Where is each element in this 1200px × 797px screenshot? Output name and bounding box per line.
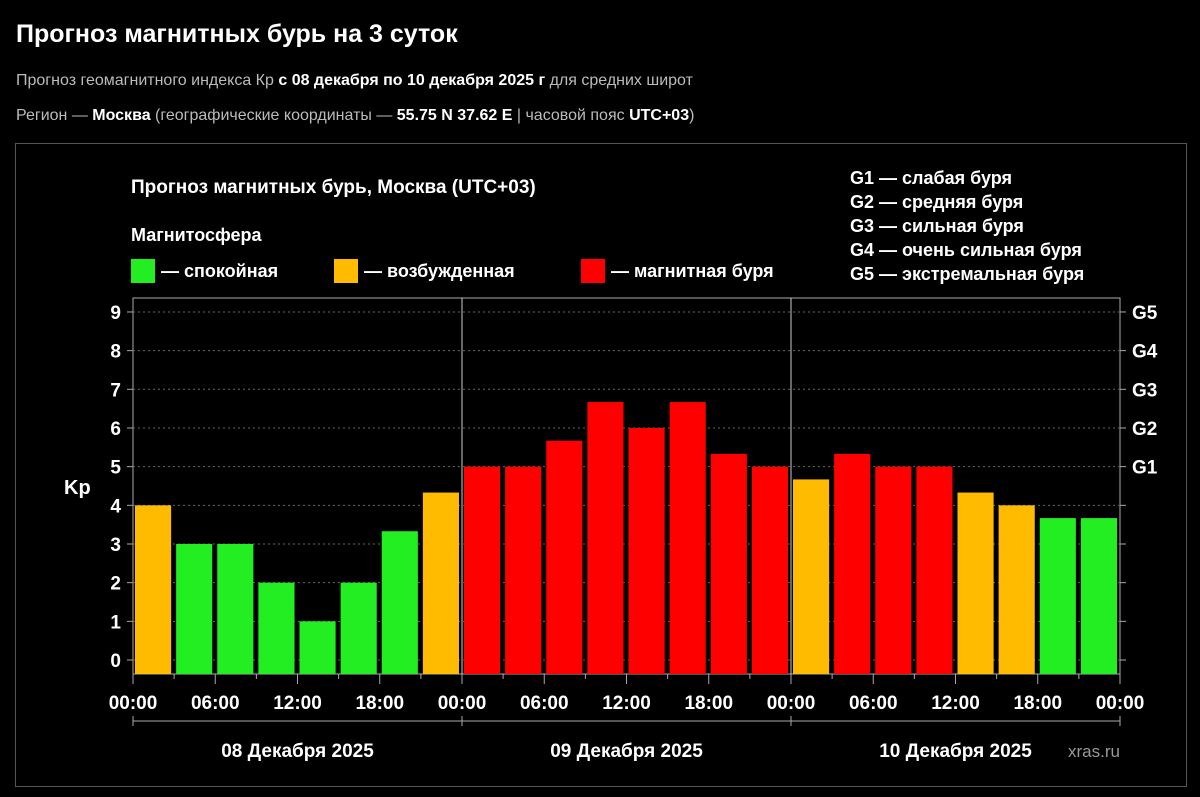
y-axis-label: Kp xyxy=(64,477,91,499)
y-tick-label: 1 xyxy=(110,612,121,633)
storm-scale-item: G2 — средняя буря xyxy=(850,192,1023,212)
kp-bar xyxy=(916,466,953,674)
kp-bar xyxy=(793,479,830,674)
x-tick-label: 06:00 xyxy=(520,693,569,714)
kp-bar xyxy=(1080,518,1117,674)
kp-bar xyxy=(340,582,377,674)
legend-swatch xyxy=(581,259,605,283)
legend-label: — возбужденная xyxy=(364,261,515,281)
x-tick-label: 12:00 xyxy=(931,693,980,714)
y-tick-label: 9 xyxy=(110,303,121,324)
kp-bar xyxy=(505,466,542,674)
legend-swatch xyxy=(334,259,358,283)
x-tick-label: 06:00 xyxy=(849,693,898,714)
g-scale-label: G3 xyxy=(1132,380,1157,401)
g-scale-label: G5 xyxy=(1132,303,1158,324)
legend-label: — магнитная буря xyxy=(611,261,774,281)
y-tick-label: 2 xyxy=(110,574,121,595)
x-tick-label: 00:00 xyxy=(438,693,487,714)
x-tick-label: 18:00 xyxy=(684,693,733,714)
kp-bar xyxy=(381,531,418,674)
kp-bar xyxy=(957,492,994,674)
x-tick-label: 06:00 xyxy=(191,693,240,714)
kp-bar xyxy=(258,582,295,674)
kp-bar xyxy=(135,505,172,674)
kp-bar xyxy=(875,466,912,674)
subtitle-period: Прогноз геомагнитного индекса Кр с 08 де… xyxy=(16,72,693,89)
x-tick-label: 00:00 xyxy=(109,693,158,714)
kp-bar xyxy=(217,543,254,674)
kp-bar xyxy=(176,543,213,674)
kp-bar xyxy=(422,492,459,674)
y-tick-label: 6 xyxy=(110,419,121,440)
y-tick-label: 3 xyxy=(110,535,121,556)
storm-scale-item: G4 — очень сильная буря xyxy=(850,240,1082,260)
x-tick-label: 00:00 xyxy=(767,693,816,714)
kp-bar xyxy=(834,453,871,674)
x-tick-label: 12:00 xyxy=(273,693,322,714)
g-scale-label: G4 xyxy=(1132,342,1158,363)
storm-scale-item: G1 — слабая буря xyxy=(850,168,1012,188)
kp-bar xyxy=(751,466,788,674)
g-scale-label: G1 xyxy=(1132,458,1158,479)
x-tick-label: 12:00 xyxy=(602,693,651,714)
y-tick-label: 5 xyxy=(110,458,121,479)
day-label: 09 Декабря 2025 xyxy=(550,741,703,762)
legend-title: Магнитосфера xyxy=(131,225,263,245)
chart-title: Прогноз магнитных бурь, Москва (UTC+03) xyxy=(131,177,536,198)
x-tick-label: 18:00 xyxy=(1013,693,1062,714)
y-tick-label: 8 xyxy=(110,342,121,363)
subtitle-region: Регион — Москва (географические координа… xyxy=(16,107,695,124)
x-tick-label: 18:00 xyxy=(355,693,404,714)
storm-scale-item: G5 — экстремальная буря xyxy=(850,264,1084,284)
x-tick-label: 00:00 xyxy=(1096,693,1145,714)
day-label: 10 Декабря 2025 xyxy=(879,741,1032,762)
kp-bar xyxy=(998,505,1035,674)
kp-bar xyxy=(710,453,747,674)
kp-bar xyxy=(669,402,706,674)
y-tick-label: 0 xyxy=(110,651,121,672)
day-label: 08 Декабря 2025 xyxy=(221,741,374,762)
kp-bar xyxy=(299,621,336,674)
kp-bar xyxy=(464,466,501,674)
y-tick-label: 7 xyxy=(110,380,121,401)
watermark: xras.ru xyxy=(1068,742,1120,761)
y-tick-label: 4 xyxy=(110,496,121,517)
page-title: Прогноз магнитных бурь на 3 суток xyxy=(16,20,458,48)
legend-label: — спокойная xyxy=(161,261,278,281)
kp-bar xyxy=(587,402,624,674)
kp-bar xyxy=(628,427,665,674)
g-scale-label: G2 xyxy=(1132,419,1157,440)
storm-scale-item: G3 — сильная буря xyxy=(850,216,1024,236)
chart-panel xyxy=(15,143,1187,787)
legend-swatch xyxy=(131,259,155,283)
kp-bar xyxy=(546,440,583,674)
kp-bar xyxy=(1039,518,1076,674)
